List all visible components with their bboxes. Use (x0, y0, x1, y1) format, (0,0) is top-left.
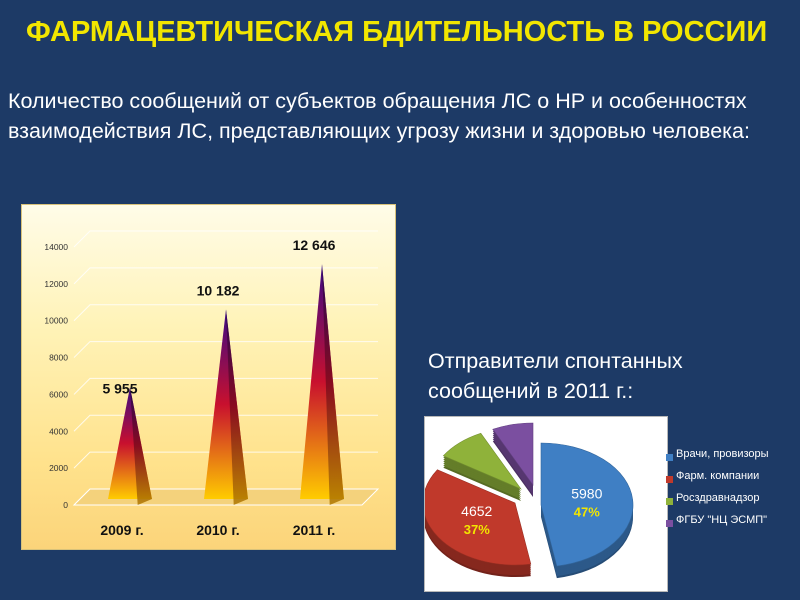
cone-bar-side (226, 309, 248, 505)
pie-caption: Отправители спонтанных сообщений в 2011 … (428, 349, 683, 403)
y-tick-label: 12000 (44, 279, 68, 289)
pie-chart-panel: 5980 47% 4652 37% (424, 416, 668, 592)
pie-slice (492, 422, 534, 486)
legend-item: Росздравнадзор (666, 492, 796, 514)
grid-line (73, 304, 378, 322)
legend-label: ФГБУ "НЦ ЭСМП" (676, 514, 768, 526)
y-tick-label: 2000 (49, 463, 68, 473)
grid-line (73, 341, 378, 358)
pie-value-label: 5980 (571, 485, 602, 501)
data-label: 5 955 (102, 380, 137, 396)
slide-title: ФАРМАЦЕВТИЧЕСКАЯ БДИТЕЛЬНОСТЬ В РОССИИ (26, 16, 768, 48)
grid-line (73, 267, 378, 285)
legend-item: ФГБУ "НЦ ЭСМП" (666, 514, 796, 536)
grid-line (73, 377, 378, 395)
y-tick-label: 14000 (44, 242, 68, 252)
legend-swatch (666, 520, 673, 527)
legend-label: Врачи, провизоры (676, 448, 769, 460)
bar-chart-panel: 0 2000 4000 6000 8000 10000 12000 14000 5 955 10… (21, 204, 396, 550)
data-label: 10 182 (197, 282, 240, 298)
pie-legend: Врачи, провизоры Фарм. компании Росздравна… (666, 448, 796, 588)
slide-subtitle: Количество сообщений от субъектов обраще… (8, 89, 750, 143)
y-tick-label: 8000 (49, 353, 68, 363)
y-tick-label: 4000 (49, 426, 68, 436)
x-tick-label: 2009 г. (100, 522, 143, 538)
pie-slice (540, 442, 634, 567)
legend-label: Фарм. компании (676, 470, 760, 482)
data-label: 12 646 (293, 237, 336, 253)
x-tick-label: 2011 г. (293, 522, 336, 538)
pie-percent-label: 37% (464, 522, 490, 537)
y-tick-label: 0 (63, 500, 68, 510)
pie-percent-label: 47% (574, 504, 600, 519)
x-tick-label: 2010 г. (196, 522, 239, 538)
legend-swatch (666, 454, 673, 461)
pie-chart: 5980 47% 4652 37% (425, 422, 634, 579)
grid-line (73, 414, 378, 432)
pie-slice (442, 432, 522, 490)
legend-label: Росздравнадзор (676, 492, 760, 504)
legend-swatch (666, 476, 673, 483)
legend-item: Фарм. компании (666, 470, 796, 492)
legend-item: Врачи, провизоры (666, 448, 796, 470)
pie-slice (425, 469, 532, 566)
y-tick-label: 6000 (49, 389, 68, 399)
cone-bar-side (322, 263, 344, 505)
grid-line (73, 230, 378, 248)
pie-value-label: 4652 (461, 503, 492, 519)
y-tick-label: 10000 (44, 316, 68, 326)
grid-line (73, 451, 378, 469)
cone-bar-side (130, 387, 152, 505)
cone-bar-chart: 0 2000 4000 6000 8000 10000 12000 14000 5 955 10… (44, 230, 380, 538)
legend-swatch (666, 498, 673, 505)
